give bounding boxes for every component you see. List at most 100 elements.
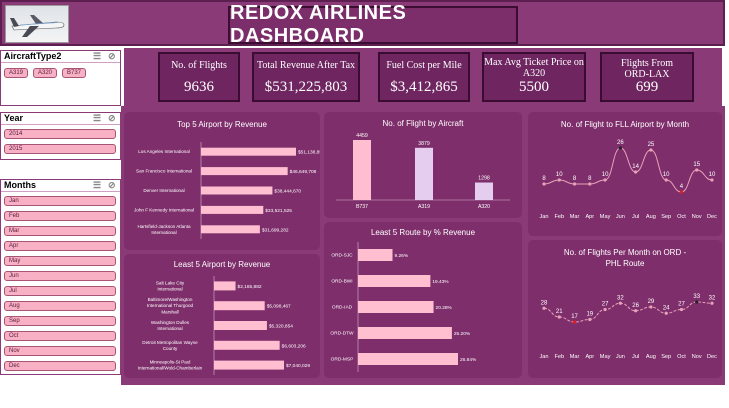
clear-filter-icon[interactable]: ⊘ [108,180,116,190]
slicer-item-2015[interactable]: 2015 [4,144,116,154]
data-point [634,309,638,313]
category-label: International [157,326,182,331]
slicer-item-jan[interactable]: Jan [4,196,116,206]
bar [475,182,493,200]
data-label: $6,603,206 [282,343,306,349]
data-label: $33,521,525 [265,208,292,214]
bar [201,167,288,176]
top5-airport-panel: Top 5 Airport by Revenue Los Angeles Int… [124,112,320,250]
data-label: 24 [663,305,670,311]
category-label: County [163,346,178,351]
phl-chart: 28 Jan 21 Feb 17 Mar 19 Apr 27 May 32 Jun 26 Jul 29 Aug… [539,294,717,360]
slicer-title: Months [4,180,36,190]
series-line [543,301,713,323]
chart-title: Least 5 Route by % Revenue [370,228,476,237]
data-label: $38,444,670 [274,189,301,195]
data-label: 8 [573,176,577,182]
chart-title: Top 5 Airport by Revenue [177,120,267,129]
slicer-item-a320[interactable]: A320 [33,68,57,78]
kpi-card-revenue: Total Revenue After Tax $531,225,803 [252,52,360,102]
bar [358,249,393,261]
slicer-item-sep[interactable]: Sep [4,316,116,326]
x-tick-label: May [600,354,611,360]
category-label: ORD-MSP [331,357,354,363]
x-tick-label: Apr [585,354,594,360]
data-label: 10 [602,172,609,178]
category-label: International [157,286,182,291]
x-tick-label: Feb [554,214,564,220]
category-label: ORD-BWI [331,279,352,285]
slicer-item-may[interactable]: May [4,256,116,266]
slicer-item-b737[interactable]: B737 [62,68,86,78]
category-label: Baltimore/Washington [148,297,193,302]
x-tick-label: Jul [632,354,639,360]
slicer-item-2014[interactable]: 2014 [4,129,116,139]
year-slicer: Year ☰ ⊘ 2014 2015 [0,112,121,160]
kpi-label: Fuel Cost per Mile [386,60,462,71]
data-label: $5,320,854 [269,324,293,330]
x-tick-label: May [600,214,611,220]
kpi-label: Max Avg Ticket Price on A320 [484,57,584,79]
data-label: 27 [602,302,609,308]
kpi-label: No. of Flights [171,60,227,71]
category-label: ORD-DTW [330,331,354,337]
bar [415,147,433,200]
airplane-icon [10,15,65,37]
clear-filter-icon[interactable]: ⊘ [108,51,116,61]
multi-select-icon[interactable]: ☰ [93,113,102,123]
data-label: 20.28% [436,305,453,311]
slicer-item-mar[interactable]: Mar [4,226,116,236]
slicer-item-dec[interactable]: Dec [4,361,116,371]
x-tick-label: Aug [646,214,656,220]
kpi-value: $531,225,803 [264,79,348,95]
slicer-item-aug[interactable]: Aug [4,301,116,311]
kpi-card-flights: No. of Flights 9636 [158,52,240,102]
category-label: Marshall [161,309,178,314]
title-box: REDOX AIRLINES DASHBOARD [228,2,518,47]
data-label: 1298 [478,176,490,182]
multi-select-icon[interactable]: ☰ [93,51,102,61]
data-label: 4459 [356,133,368,139]
multi-select-icon[interactable]: ☰ [93,180,102,190]
slicer-item-nov[interactable]: Nov [4,346,116,356]
kpi-value: 9636 [184,79,214,95]
data-point [588,317,592,322]
data-label: 8 [588,176,592,182]
data-point [603,178,607,182]
data-point [679,307,684,312]
data-point [618,146,622,150]
bar [214,321,267,330]
data-label: 10 [663,172,670,178]
clear-filter-icon[interactable]: ⊘ [108,113,116,123]
slicer-item-jun[interactable]: Jun [4,271,116,281]
data-point [649,148,653,152]
x-tick-label: Dec [707,354,717,360]
bar [214,301,265,311]
data-label: 17 [571,314,578,320]
bar [358,275,431,287]
bar [358,327,452,339]
data-label: 26 [632,303,639,309]
slicer-title: AircraftType2 [4,51,62,61]
fll-chart: 8 Jan 10 Feb 8 Mar 8 Apr 10 May 26 Jun 14 Jul 25 Aug 10 S… [539,140,717,220]
category-label: A319 [418,204,430,210]
slicer-item-apr[interactable]: Apr [4,241,116,251]
slicer-item-jul[interactable]: Jul [4,286,116,296]
x-tick-label: Apr [585,214,594,220]
kpi-card-ord-lax: Flights From ORD-LAX 699 [600,52,694,102]
data-label: 9.26% [395,253,409,259]
data-point [572,320,577,324]
slicer-item-a319[interactable]: A319 [4,68,28,78]
routes-panel: Least 5 Route by % Revenue ORD-SJC 9.26% O… [324,222,522,378]
slicer-item-oct[interactable]: Oct [4,331,116,341]
header-banner: REDOX AIRLINES DASHBOARD [0,0,725,47]
x-tick-label: Jun [616,354,625,360]
data-label: 14 [632,164,639,170]
bar [201,205,264,214]
data-label: 32 [709,295,716,301]
routes-chart: ORD-SJC 9.26% ORD-BWI 19.43% ORD-IAD 20.28% OR… [330,242,477,372]
slicer-item-feb[interactable]: Feb [4,211,116,221]
bar [214,340,280,350]
